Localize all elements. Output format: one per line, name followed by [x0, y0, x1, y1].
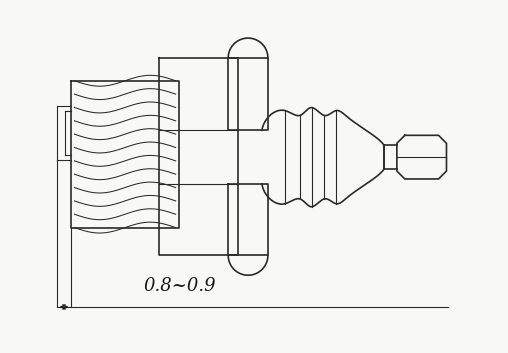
Text: 0.8~0.9: 0.8~0.9 — [143, 277, 216, 295]
